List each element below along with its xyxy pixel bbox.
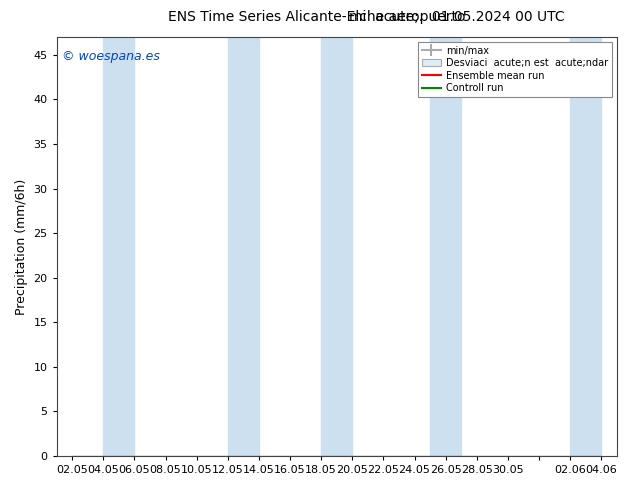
Y-axis label: Precipitation (mm/6h): Precipitation (mm/6h) [15,178,28,315]
Bar [103,37,134,456]
Text: © woespana.es: © woespana.es [62,49,160,63]
Bar [570,37,601,456]
Legend: min/max, Desviaci  acute;n est  acute;ndar, Ensemble mean run, Controll run: min/max, Desviaci acute;n est acute;ndar… [418,42,612,97]
Text: mi  acute;.  01.05.2024 00 UTC: mi acute;. 01.05.2024 00 UTC [349,10,564,24]
Bar [321,37,353,456]
Bar [430,37,461,456]
Bar [228,37,259,456]
Text: ENS Time Series Alicante-Elche aeropuerto: ENS Time Series Alicante-Elche aeropuert… [168,10,466,24]
